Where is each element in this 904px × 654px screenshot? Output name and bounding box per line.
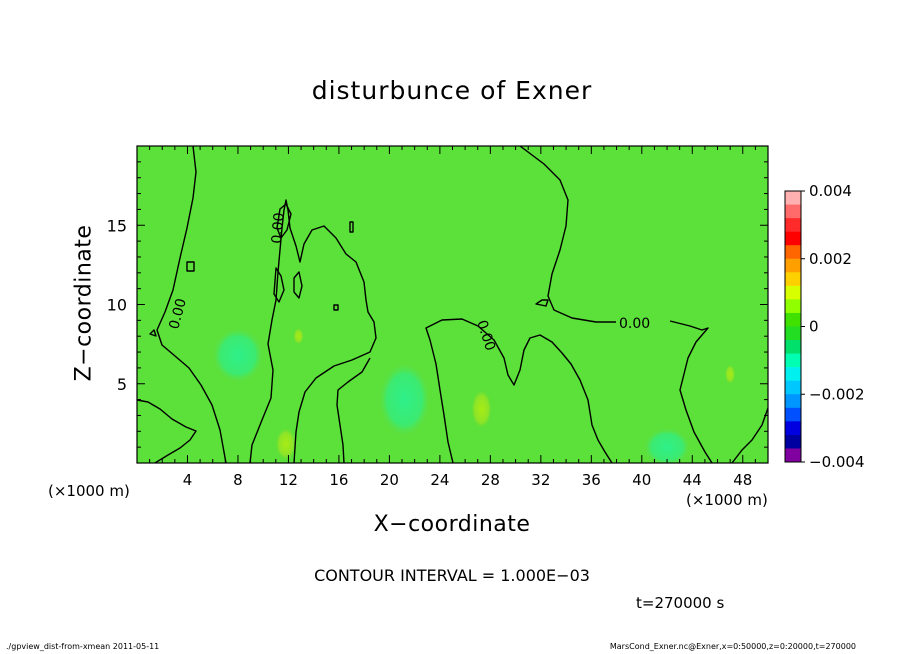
contour-line: [425, 318, 613, 463]
plot-area: [137, 146, 768, 463]
x-tick-label: 44: [683, 471, 702, 489]
colorbar-band: [785, 272, 801, 287]
colorbar-band: [785, 340, 801, 354]
x-tick-label: 24: [430, 471, 449, 489]
x-tick-label: 20: [380, 471, 399, 489]
contour-line: [349, 221, 354, 233]
x-tick-label: 12: [279, 471, 298, 489]
contour-label: 0.00: [269, 212, 288, 244]
colorbar-label: −0.002: [809, 385, 865, 403]
colorbar-label: 0.002: [809, 250, 852, 268]
colorbar-band: [785, 245, 801, 260]
colorbar-band: [785, 326, 801, 341]
positive-anomaly-patch: [293, 328, 304, 345]
contour-line: [249, 199, 377, 463]
colorbar-band: [785, 353, 801, 368]
contour-line: [156, 146, 227, 463]
contour-interval: CONTOUR INTERVAL = 1.000E−03: [314, 566, 590, 585]
chart-title: disturbunce of Exner: [311, 76, 593, 105]
x-tick-label: 40: [632, 471, 651, 489]
colorbar-band: [785, 434, 801, 449]
x-unit-label: (×1000 m): [686, 491, 768, 509]
colorbar-band: [785, 231, 801, 246]
y-axis-label: Z−coordinate: [71, 224, 97, 382]
x-tick-label: 8: [233, 471, 243, 489]
y-tick-label: 10: [107, 296, 127, 315]
colorbar-band: [785, 285, 801, 300]
colorbar-band: [785, 218, 801, 232]
positive-anomaly-patch: [725, 364, 736, 384]
colorbar-label: 0: [809, 318, 819, 336]
x-tick-label: 16: [329, 471, 348, 489]
x-tick-label: 36: [582, 471, 601, 489]
contour-line: [669, 320, 713, 463]
colorbar-band: [785, 407, 801, 422]
contour-line: [293, 271, 303, 299]
x-tick-label: 32: [531, 471, 550, 489]
negative-anomaly-patch: [212, 328, 264, 383]
colorbar-band: [785, 299, 801, 314]
y-tick-label: 15: [107, 216, 127, 235]
x-axis-label: X−coordinate: [373, 512, 531, 537]
colorbar-label: −0.004: [809, 453, 865, 471]
contour-line: [519, 146, 616, 323]
contour-line: [273, 267, 285, 303]
contour-line: [535, 299, 549, 307]
footer-left: ./gpview_dist-from-xmean 2011-05-11: [6, 642, 160, 651]
footer-right: MarsCond_Exner.nc@Exner,x=0:50000,z=0:20…: [609, 642, 856, 651]
colorbar-band: [785, 258, 801, 273]
positive-anomaly-patch: [471, 390, 492, 429]
x-tick-label: 28: [481, 471, 500, 489]
positive-anomaly-patch: [275, 428, 297, 460]
colorbar-band: [785, 394, 801, 409]
contour-label: 0.00: [166, 297, 190, 331]
colorbar-band: [785, 312, 801, 327]
negative-anomaly-patch: [644, 428, 690, 463]
colorbar-band: [785, 191, 801, 205]
contour-line: [731, 407, 768, 463]
colorbar-band: [785, 380, 801, 395]
contour-line: [186, 261, 195, 272]
x-tick-label: 4: [183, 471, 193, 489]
contour-line: [333, 304, 339, 311]
colorbar-band: [785, 204, 801, 219]
colorbar-label: 0.004: [809, 182, 852, 200]
contour-line: [276, 203, 292, 239]
x-tick-label: 48: [733, 471, 752, 489]
colorbar-band: [785, 421, 801, 436]
contour-label: 0.00: [619, 316, 650, 332]
colorbar-band: [785, 367, 801, 381]
negative-anomaly-patch: [379, 363, 430, 437]
contour-line: [149, 329, 157, 337]
colorbar-band: [785, 448, 801, 463]
contour-line: [137, 399, 197, 463]
contour-line: [336, 357, 371, 463]
y-tick-label: 5: [117, 375, 127, 394]
y-unit-label: (×1000 m): [48, 482, 130, 500]
time-label: t=270000 s: [636, 594, 725, 612]
